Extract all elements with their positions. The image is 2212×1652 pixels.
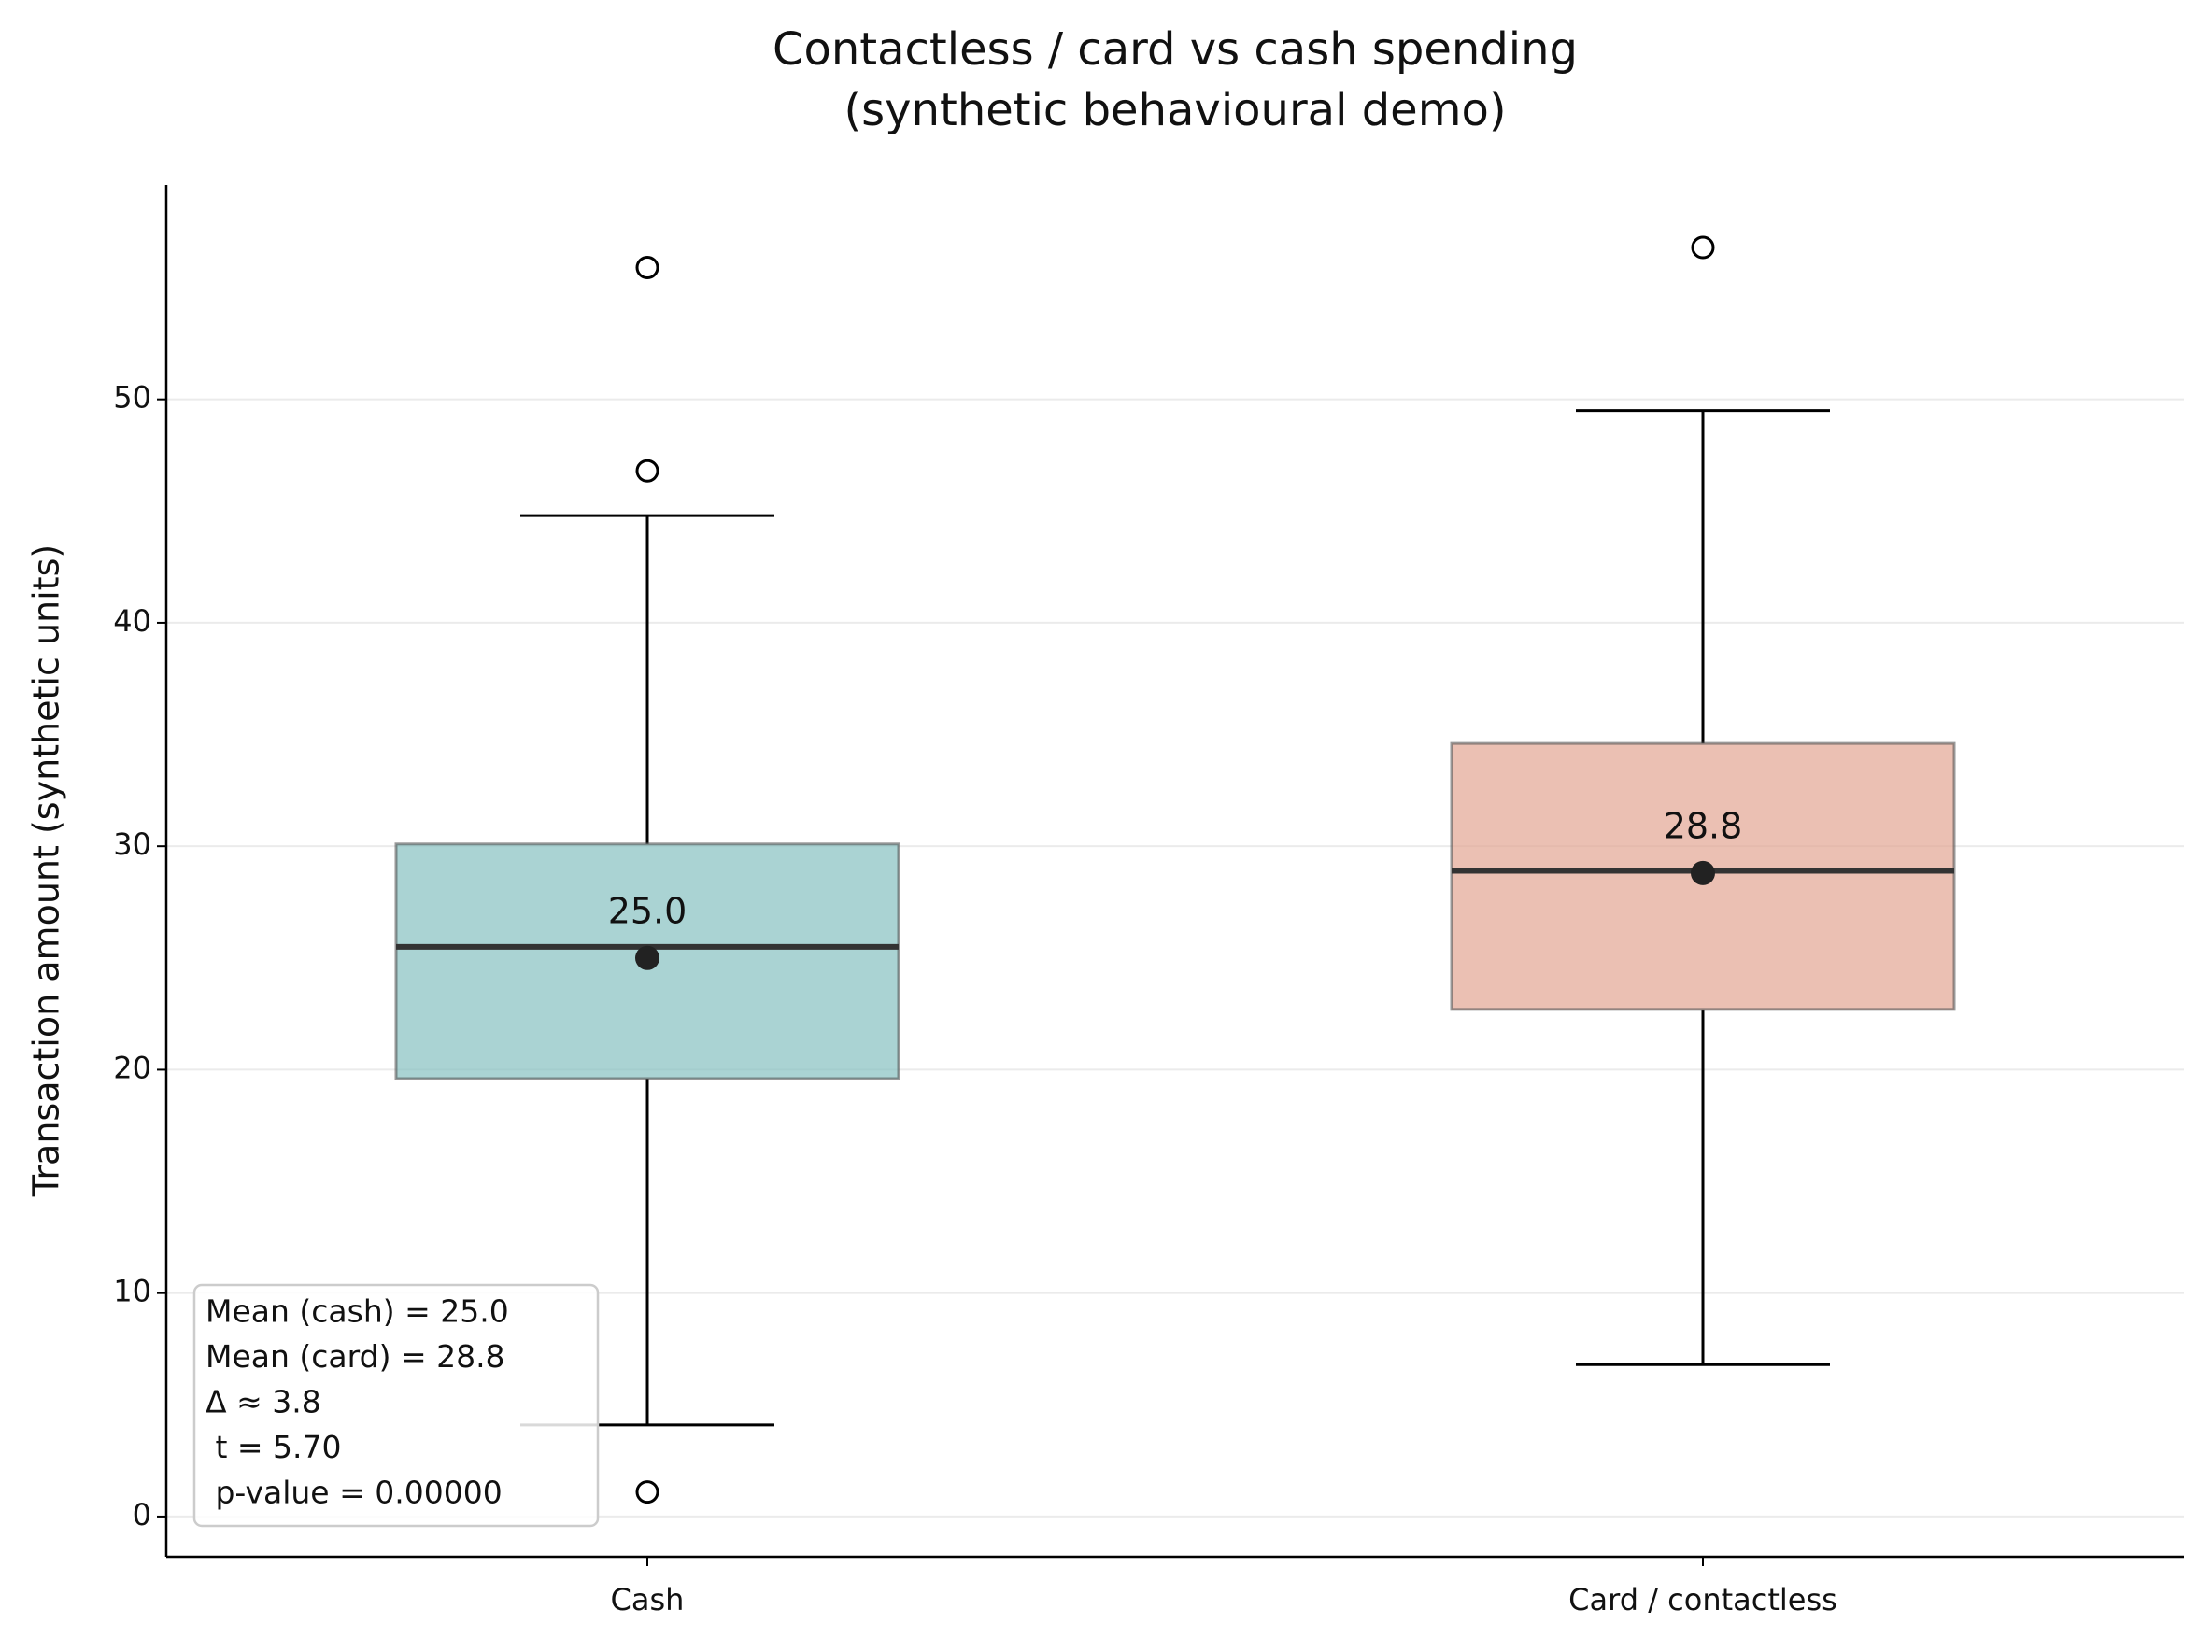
outlier: [1691, 235, 1715, 260]
y-tick-label: 30: [113, 826, 151, 862]
chart-title: Contactless / card vs cash spending: [773, 23, 1578, 76]
y-tick-label: 20: [113, 1050, 151, 1085]
annotation-box: [192, 1283, 600, 1528]
annotation-text: p-value = 0.00000: [206, 1475, 503, 1511]
outlier: [635, 1480, 659, 1504]
y-tick-label: 0: [133, 1497, 151, 1532]
annotation-text: Δ ≈ 3.8: [206, 1384, 321, 1420]
annotation-text: Mean (card) = 28.8: [206, 1338, 505, 1375]
mean-marker: [1691, 860, 1715, 885]
mean-label: 28.8: [1664, 805, 1743, 846]
y-tick-label: 40: [113, 603, 151, 639]
outlier: [635, 256, 659, 280]
annotation-text: t = 5.70: [206, 1429, 342, 1465]
annotation-text: Mean (cash) = 25.0: [206, 1293, 509, 1330]
mean-label: 25.0: [608, 890, 688, 931]
chart-title: (synthetic behavioural demo): [844, 84, 1506, 136]
y-axis-label: Transaction amount (synthetic units): [26, 544, 67, 1197]
outlier: [635, 459, 659, 483]
x-tick-label: Cash: [611, 1582, 685, 1617]
y-tick-label: 10: [113, 1274, 151, 1309]
y-tick-label: 50: [113, 380, 151, 416]
x-tick-label: Card / contactless: [1568, 1582, 1837, 1617]
mean-marker: [635, 945, 659, 970]
